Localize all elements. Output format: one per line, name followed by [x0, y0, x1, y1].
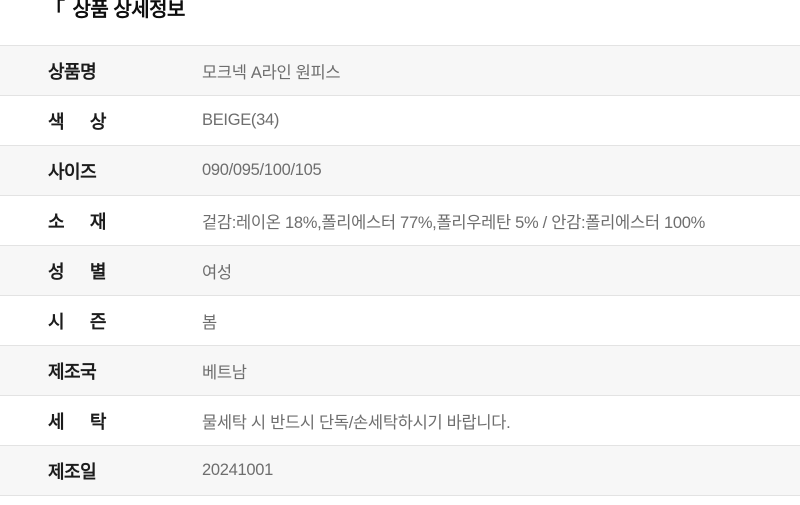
row-value: 물세탁 시 반드시 단독/손세탁하시기 바랍니다.	[202, 413, 511, 432]
table-row-manufacture-date: 제조일 20241001	[0, 446, 800, 495]
row-value: BEIGE(34)	[202, 111, 280, 129]
row-label: 색 상	[48, 111, 107, 132]
row-label: 세 탁	[48, 411, 107, 432]
row-label: 소 재	[48, 211, 107, 232]
row-value: 봄	[202, 313, 217, 332]
row-label: 시 즌	[48, 311, 107, 332]
table-row-season: 시 즌 봄	[0, 296, 800, 346]
table-row-size: 사이즈 090/095/100/105	[0, 146, 800, 196]
row-value: 090/095/100/105	[202, 161, 322, 179]
table-row-country: 제조국 베트남	[0, 346, 800, 396]
table-row-product-name: 상품명 모크넥 A라인 원피스	[0, 46, 800, 96]
row-value: 베트남	[202, 363, 247, 382]
product-info-table: 상품명 모크넥 A라인 원피스 색 상 BEIGE(34) 사이즈 090/09…	[0, 45, 800, 496]
row-value: 겉감:레이온 18%,폴리에스터 77%,폴리우레탄 5% / 안감:폴리에스터…	[202, 213, 705, 232]
section-title: 상품 상세정보	[72, 0, 186, 21]
section-header: 「 상품 상세정보	[45, 0, 800, 23]
table-row-material: 소 재 겉감:레이온 18%,폴리에스터 77%,폴리우레탄 5% / 안감:폴…	[0, 196, 800, 246]
table-row-color: 색 상 BEIGE(34)	[0, 96, 800, 146]
row-label: 제조일	[48, 461, 97, 482]
corner-bracket-icon: 「	[45, 0, 65, 21]
row-label: 성 별	[48, 261, 107, 282]
row-label: 상품명	[48, 61, 97, 82]
row-value: 20241001	[202, 461, 274, 479]
row-value: 모크넥 A라인 원피스	[202, 63, 341, 82]
table-row-gender: 성 별 여성	[0, 246, 800, 296]
row-value: 여성	[202, 263, 232, 282]
row-label: 제조국	[48, 361, 97, 382]
row-label: 사이즈	[48, 161, 97, 182]
table-row-washing: 세 탁 물세탁 시 반드시 단독/손세탁하시기 바랍니다.	[0, 396, 800, 446]
